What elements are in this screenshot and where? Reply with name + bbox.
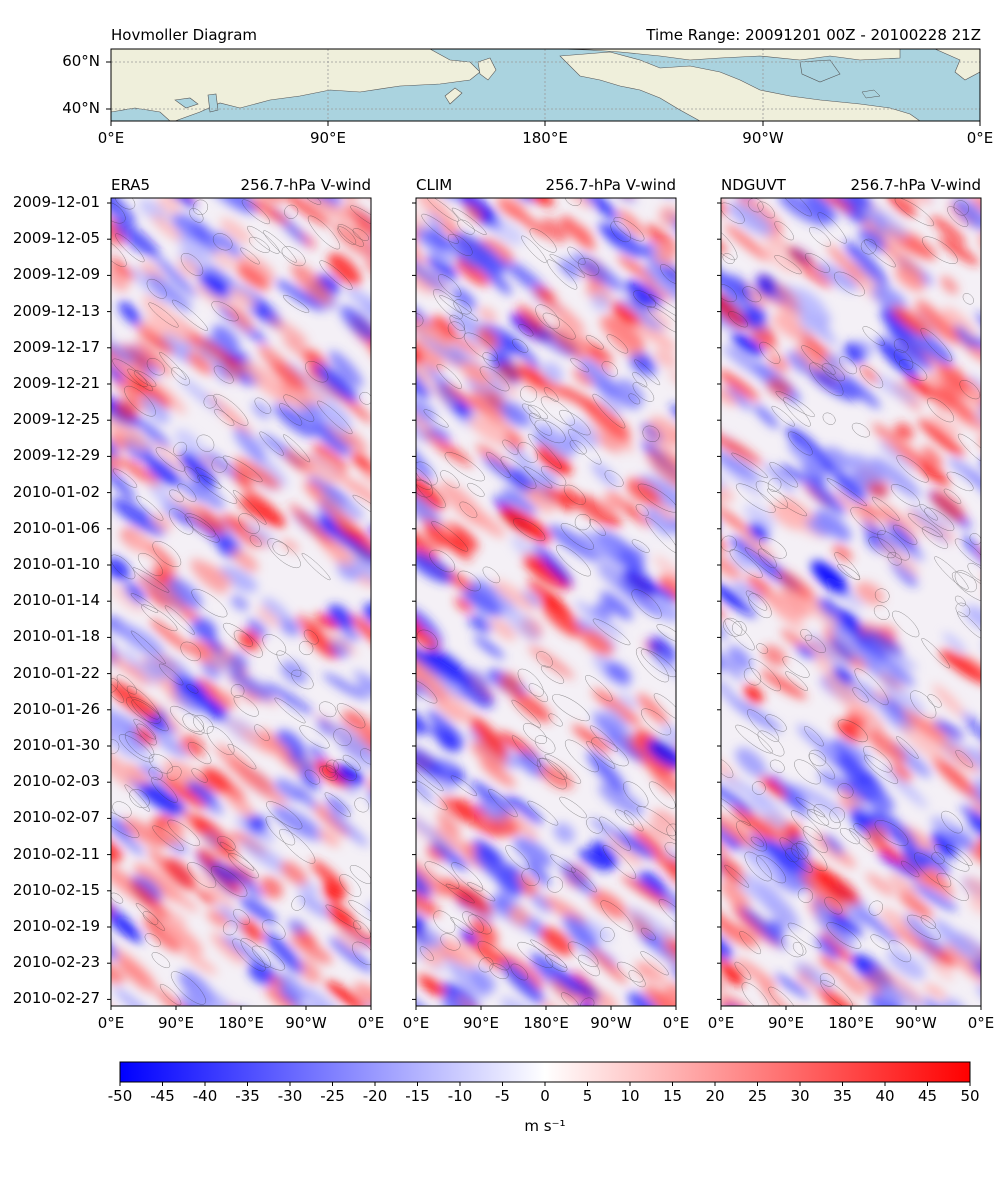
colorbar [119,1061,971,1086]
colorbar-tick-label: -45 [150,1087,175,1105]
panel-title-ndguvt: NDGUVT [721,176,786,194]
colorbar-tick-label: -10 [447,1087,473,1105]
panel-lon-tick-label: 90°W [285,1014,327,1032]
panel-lon-tick-label: 90°W [590,1014,632,1032]
colorbar-tick-label: 30 [790,1087,810,1105]
colorbar-tick-label: 40 [875,1087,895,1105]
panel-title-clim: CLIM [416,176,453,194]
time-tick-label: 2009-12-05 [12,229,100,248]
hovmoller-panel-ndguvt [721,198,981,1006]
time-tick-label: 2010-01-06 [12,518,100,537]
panel-lon-tick-label: 0°E [967,1014,995,1032]
time-tick-label: 2010-02-23 [12,953,100,972]
colorbar-tick-label: -25 [320,1087,345,1105]
time-range-label: Time Range: 20091201 00Z - 20100228 21Z [646,26,981,44]
time-tick-label: 2010-01-30 [12,736,100,754]
panel-lon-tick-label: 0°E [357,1014,385,1032]
time-tick-label: 2009-12-21 [12,374,100,392]
panel-lon-tick-label: 90°W [895,1014,937,1032]
panel-lon-tick-label: 180°E [828,1014,874,1032]
time-tick-label: 2010-02-19 [12,917,100,935]
map-land [111,49,980,121]
colorbar-tick-label: 10 [620,1087,640,1105]
map-lon-tick-360: 0°E [966,129,994,147]
colorbar-tick-label: -5 [495,1087,510,1105]
time-tick-label: 2010-01-10 [12,555,100,573]
colorbar-tick-label: -15 [405,1087,430,1105]
panel-field-clim: 256.7-hPa V-wind [545,176,676,194]
colorbar-tick-label: 20 [705,1087,725,1105]
colorbar-tick-label: -30 [277,1087,303,1105]
time-tick-label: 2010-02-11 [12,844,100,863]
panel-lon-tick-label: 0°E [402,1014,430,1032]
panel-lon-tick-label: 90°E [767,1014,805,1032]
panel-lon-tick-label: 90°E [462,1014,500,1032]
map-lon-tick-90e: 90°E [309,129,347,147]
time-tick-label: 2009-12-29 [12,446,100,465]
time-tick-label: 2009-12-17 [12,337,100,356]
colorbar-tick-label: -40 [192,1087,218,1105]
time-tick-label: 2010-01-14 [12,591,100,610]
colorbar-tick-label: -50 [107,1087,133,1105]
time-tick-label: 2010-01-26 [12,699,100,718]
colorbar-tick-label: 0 [540,1087,550,1105]
map-lat-tick-40n: 40°N [62,99,100,117]
panel-lon-tick-label: 0°E [97,1014,125,1032]
time-tick-label: 2010-02-07 [12,808,100,827]
colorbar-tick-label: -20 [362,1087,388,1105]
panel-lon-tick-label: 90°E [157,1014,195,1032]
panel-lon-tick-label: 0°E [662,1014,690,1032]
time-tick-label: 2009-12-01 [12,193,100,211]
colorbar-tick-label: -35 [235,1087,260,1105]
hovmoller-panel-era5 [111,198,371,1006]
time-tick-label: 2009-12-25 [12,410,100,429]
map-lon-tick-180: 180°E [522,129,568,147]
hovmoller-panel-clim [416,198,676,1006]
colorbar-tick-label: 50 [960,1087,980,1105]
figure-title: Hovmoller Diagram [111,26,258,44]
colorbar-tick-label: 45 [917,1087,938,1105]
colorbar-label: m s⁻¹ [524,1117,566,1135]
colorbar-tick-label: 25 [747,1087,768,1105]
panel-lon-tick-label: 0°E [707,1014,735,1032]
colorbar-tick-label: 5 [582,1087,593,1105]
panel-ticks [717,202,982,1010]
panel-field-era5: 256.7-hPa V-wind [240,176,371,194]
time-tick-label: 2009-12-13 [12,301,100,320]
panel-title-era5: ERA5 [111,176,151,194]
colorbar-gradient [119,1061,971,1083]
panel-lon-tick-label: 180°E [218,1014,264,1032]
panel-ticks [412,202,677,1010]
map-ticks [106,61,981,126]
map-lon-tick-90w: 90°W [742,129,784,147]
time-tick-label: 2010-01-22 [12,663,100,682]
panel-lon-tick-label: 180°E [523,1014,569,1032]
hovmoller-panels [107,197,982,1010]
time-tick-label: 2010-02-03 [12,772,100,791]
map-inset [106,48,981,126]
map-gridlines [111,49,980,121]
time-tick-label: 2010-02-15 [12,880,100,899]
panel-ticks [107,202,372,1010]
time-tick-label: 2010-01-02 [12,482,100,501]
map-lon-tick-0: 0°E [97,129,125,147]
colorbar-tick-label: 35 [832,1087,853,1105]
time-tick-label: 2009-12-09 [12,265,100,284]
map-lat-tick-60n: 60°N [62,52,100,70]
panel-field-ndguvt: 256.7-hPa V-wind [850,176,981,194]
time-tick-label: 2010-02-27 [12,989,100,1008]
time-tick-label: 2010-01-18 [12,627,100,646]
colorbar-tick-label: 15 [662,1087,683,1105]
